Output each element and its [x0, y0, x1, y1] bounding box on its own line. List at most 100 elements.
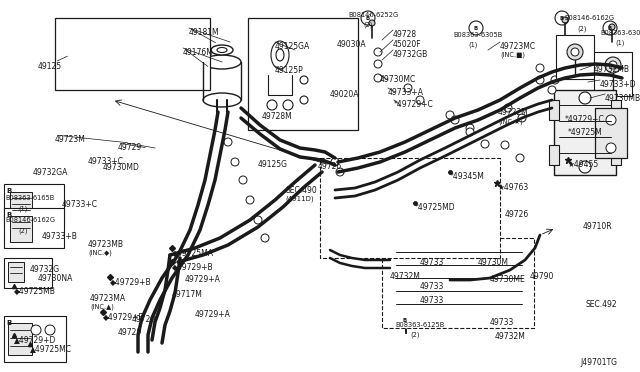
Text: 49730M: 49730M: [478, 258, 509, 267]
Text: (INC.▲): (INC.▲): [90, 303, 114, 310]
Text: 49723MA: 49723MA: [90, 294, 126, 303]
Text: J49701TG: J49701TG: [580, 358, 617, 367]
Circle shape: [603, 21, 617, 35]
Ellipse shape: [271, 41, 289, 69]
Bar: [388, 242, 530, 322]
Text: 49732GB: 49732GB: [393, 50, 428, 59]
Circle shape: [224, 138, 232, 146]
Circle shape: [606, 143, 616, 153]
Text: ◆49729+B: ◆49729+B: [103, 312, 145, 321]
Circle shape: [451, 116, 459, 124]
Circle shape: [567, 44, 583, 60]
Circle shape: [555, 11, 569, 25]
Bar: [55, 18, 210, 90]
Bar: [8, 262, 24, 282]
Circle shape: [261, 234, 269, 242]
Circle shape: [394, 246, 406, 258]
Bar: [10, 216, 32, 242]
Bar: [594, 52, 632, 96]
Text: ▲49725MC: ▲49725MC: [30, 344, 72, 353]
Circle shape: [536, 76, 544, 84]
Text: 49733+C: 49733+C: [62, 200, 98, 209]
Text: 49733+B: 49733+B: [42, 232, 78, 241]
Text: 49723M: 49723M: [55, 135, 86, 144]
Text: B08146-6162G: B08146-6162G: [564, 15, 614, 21]
Text: 49730NA: 49730NA: [38, 274, 74, 283]
Circle shape: [504, 104, 512, 112]
Bar: [4, 258, 52, 288]
Circle shape: [605, 57, 621, 73]
Text: B08363-6165B: B08363-6165B: [5, 195, 54, 201]
Text: ◆49725MA: ◆49725MA: [172, 248, 214, 257]
Circle shape: [466, 124, 474, 132]
Text: (INC.■): (INC.■): [500, 52, 525, 58]
Text: *49725M: *49725M: [568, 128, 603, 137]
Text: 49790: 49790: [530, 272, 554, 281]
Circle shape: [609, 61, 617, 69]
Ellipse shape: [217, 48, 227, 52]
Circle shape: [518, 114, 526, 122]
Text: (1): (1): [468, 42, 477, 48]
Circle shape: [579, 161, 591, 173]
Bar: [248, 18, 358, 130]
Text: *49345M: *49345M: [450, 172, 485, 181]
Text: *49725MD: *49725MD: [415, 203, 456, 212]
Text: 49181M: 49181M: [189, 28, 220, 37]
Ellipse shape: [211, 45, 233, 55]
Circle shape: [283, 100, 293, 110]
Text: B: B: [366, 16, 370, 20]
Circle shape: [31, 325, 41, 335]
Text: SEC.490: SEC.490: [285, 186, 317, 195]
Bar: [554, 90, 616, 175]
Circle shape: [512, 246, 524, 258]
Circle shape: [469, 21, 483, 35]
Text: ◆49729+B: ◆49729+B: [110, 277, 152, 286]
Bar: [4, 184, 64, 226]
Text: 49729: 49729: [132, 315, 156, 324]
Text: 49723MC: 49723MC: [500, 42, 536, 51]
Circle shape: [374, 48, 382, 56]
Circle shape: [404, 84, 412, 92]
Circle shape: [416, 96, 424, 104]
Text: 49732MB: 49732MB: [594, 65, 630, 74]
Ellipse shape: [203, 93, 241, 107]
Circle shape: [374, 74, 382, 82]
Circle shape: [516, 154, 524, 162]
Ellipse shape: [203, 55, 241, 69]
Text: 49730MB: 49730MB: [605, 94, 640, 103]
Text: (4911D): (4911D): [285, 196, 314, 202]
Text: 49125: 49125: [38, 62, 62, 71]
Bar: [382, 238, 534, 328]
Text: (2): (2): [18, 227, 28, 234]
Circle shape: [336, 168, 344, 176]
Text: *49729+C: *49729+C: [565, 115, 605, 124]
Text: 49722M: 49722M: [498, 108, 529, 117]
Circle shape: [579, 92, 591, 104]
Circle shape: [300, 76, 308, 84]
Bar: [595, 108, 627, 158]
Text: B08363-6125B: B08363-6125B: [395, 322, 444, 328]
Bar: [556, 35, 594, 79]
Circle shape: [481, 140, 489, 148]
Text: 49732G: 49732G: [30, 265, 60, 274]
Text: 45020F: 45020F: [393, 40, 422, 49]
Text: 49729+A: 49729+A: [195, 310, 231, 319]
Text: 49728: 49728: [393, 30, 417, 39]
Text: B: B: [608, 26, 612, 31]
Text: 49726: 49726: [505, 210, 529, 219]
Text: (2): (2): [410, 332, 419, 339]
Text: (2): (2): [363, 22, 372, 29]
Circle shape: [562, 17, 568, 23]
Circle shape: [246, 196, 254, 204]
Text: 49717M: 49717M: [172, 290, 203, 299]
Bar: [405, 325, 406, 333]
Text: B: B: [6, 320, 12, 326]
Text: 49710R: 49710R: [583, 222, 612, 231]
Circle shape: [369, 20, 375, 26]
Circle shape: [501, 141, 509, 149]
Text: 49733: 49733: [420, 296, 444, 305]
Circle shape: [394, 306, 406, 318]
Text: ◆49725MB: ◆49725MB: [14, 286, 56, 295]
Bar: [611, 100, 621, 120]
Text: 49176M: 49176M: [183, 48, 214, 57]
